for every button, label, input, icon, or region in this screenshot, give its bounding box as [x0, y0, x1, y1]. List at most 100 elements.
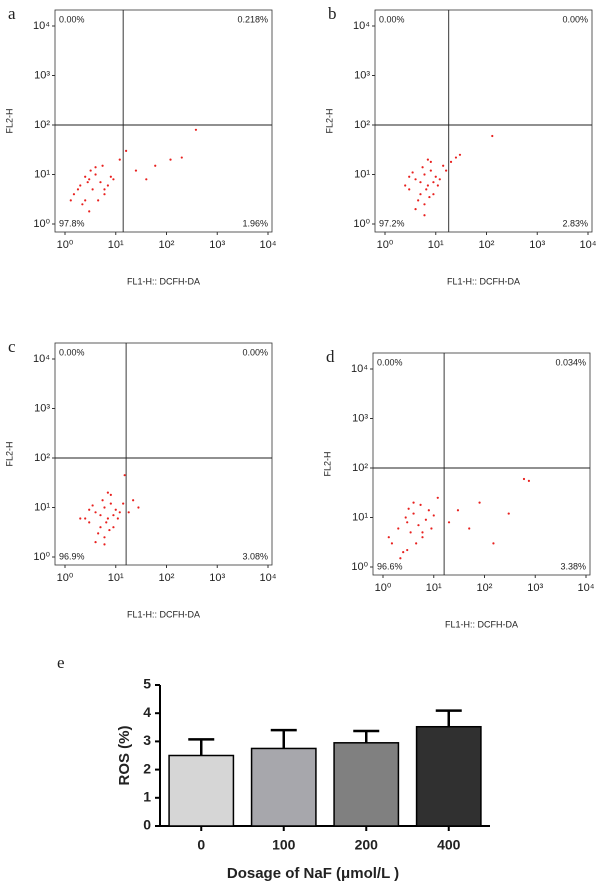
- bar: [250, 747, 317, 827]
- event-dot: [527, 479, 531, 482]
- y-tick-label: 10³: [34, 69, 50, 81]
- y-tick-label: 10¹: [354, 168, 370, 180]
- event-dot: [114, 508, 117, 511]
- event-dot: [106, 184, 109, 187]
- x-tick-label: 10⁰: [377, 239, 394, 251]
- event-dot: [103, 193, 106, 196]
- y-axis-label: FL2-H: [322, 451, 332, 476]
- event-dot: [91, 188, 94, 191]
- event-dot: [79, 184, 82, 187]
- x-axis-label: FL1-H:: DCFH-DA: [127, 276, 200, 286]
- quadrant-label: 0.00%: [59, 347, 85, 357]
- event-dot: [99, 514, 102, 517]
- quadrant-label: 0.00%: [377, 357, 403, 367]
- event-dot: [109, 175, 112, 178]
- event-dot: [132, 499, 135, 502]
- event-dot: [109, 502, 112, 505]
- event-dot: [81, 203, 84, 206]
- event-dot: [154, 164, 157, 167]
- quadrant-label: 3.38%: [560, 561, 586, 571]
- y-tick-label: 10⁰: [351, 561, 368, 573]
- event-dot: [123, 474, 126, 477]
- event-dot: [134, 169, 138, 172]
- plot-frame: [372, 352, 591, 576]
- y-tick-label: 10⁰: [33, 218, 50, 230]
- panel-letter: c: [8, 337, 16, 356]
- event-dot: [101, 164, 104, 167]
- event-dot: [419, 193, 422, 196]
- x-tick-label: 10⁰: [57, 239, 74, 251]
- event-dot: [69, 199, 72, 202]
- quadrant-label: 0.034%: [555, 357, 586, 367]
- event-dot: [103, 188, 106, 191]
- x-axis-label: Dosage of NaF (μmol/L ): [227, 865, 399, 882]
- x-tick-label: 10³: [527, 582, 543, 594]
- event-dot: [447, 521, 451, 524]
- plot-frame: [54, 9, 273, 233]
- event-dot: [417, 199, 420, 202]
- event-dot: [105, 521, 108, 524]
- event-dot: [108, 528, 111, 532]
- y-tick-label: 10¹: [34, 168, 50, 180]
- y-tick-label: 10⁴: [33, 20, 50, 32]
- event-dot: [478, 501, 481, 504]
- event-dot: [79, 517, 82, 520]
- plot-frame: [54, 342, 273, 566]
- x-axis-label: FL1-H:: DCFH-DA: [447, 276, 520, 286]
- event-dot: [101, 499, 104, 502]
- event-dot: [436, 496, 439, 499]
- event-dot: [438, 178, 441, 181]
- event-dot: [454, 156, 458, 159]
- event-dot: [491, 134, 494, 138]
- event-dot: [106, 491, 109, 494]
- event-dot: [387, 536, 390, 539]
- event-dot: [112, 514, 115, 517]
- event-dot: [428, 195, 431, 199]
- event-dot: [423, 173, 426, 176]
- x-axis-label: FL1-H:: DCFH-DA: [127, 609, 200, 619]
- event-dot: [404, 184, 407, 187]
- quadrant-label: 2.83%: [562, 218, 588, 228]
- x-tick-label: 10¹: [428, 239, 444, 251]
- event-dot: [432, 181, 435, 184]
- quadrant-label: 97.2%: [379, 218, 405, 228]
- x-tick-label: 10⁴: [260, 239, 277, 251]
- event-dot: [421, 166, 424, 169]
- y-tick-label: 10²: [34, 452, 50, 464]
- event-dot: [127, 511, 130, 514]
- y-tick-label: 10¹: [34, 501, 50, 513]
- event-dot: [458, 153, 462, 156]
- event-dot: [116, 517, 119, 520]
- event-dot: [424, 518, 427, 521]
- x-tick-label: 10²: [479, 239, 495, 251]
- y-axis-label: ROS (%): [116, 725, 133, 785]
- x-tick-label: 10⁰: [375, 582, 392, 594]
- event-dot: [404, 516, 407, 519]
- x-tick-label: 100: [272, 837, 296, 853]
- event-dot: [432, 193, 435, 196]
- x-tick-label: 10⁴: [580, 239, 597, 251]
- event-dot: [423, 214, 426, 217]
- x-tick-label: 10¹: [108, 239, 124, 251]
- x-tick-label: 10¹: [426, 582, 442, 594]
- x-tick-label: 10¹: [108, 572, 124, 584]
- event-dot: [406, 548, 409, 552]
- event-dot: [507, 512, 510, 515]
- panel-letter: a: [8, 4, 16, 23]
- y-tick-label: 3: [143, 732, 151, 748]
- y-tick-label: 4: [143, 704, 151, 720]
- event-dot: [112, 178, 115, 181]
- event-dot: [194, 128, 198, 131]
- bar: [333, 742, 400, 827]
- x-tick-label: 200: [355, 837, 379, 853]
- y-axis-label: FL2-H: [4, 441, 14, 466]
- x-tick-label: 10²: [159, 239, 175, 251]
- event-dot: [421, 536, 424, 539]
- y-tick-label: 10⁴: [353, 20, 370, 32]
- x-tick-label: 0: [197, 837, 205, 853]
- x-axis-label: FL1-H:: DCFH-DA: [445, 619, 518, 629]
- event-dot: [399, 557, 402, 560]
- event-dot: [88, 178, 91, 181]
- event-dot: [97, 532, 100, 535]
- y-axis-label: FL2-H: [4, 108, 14, 133]
